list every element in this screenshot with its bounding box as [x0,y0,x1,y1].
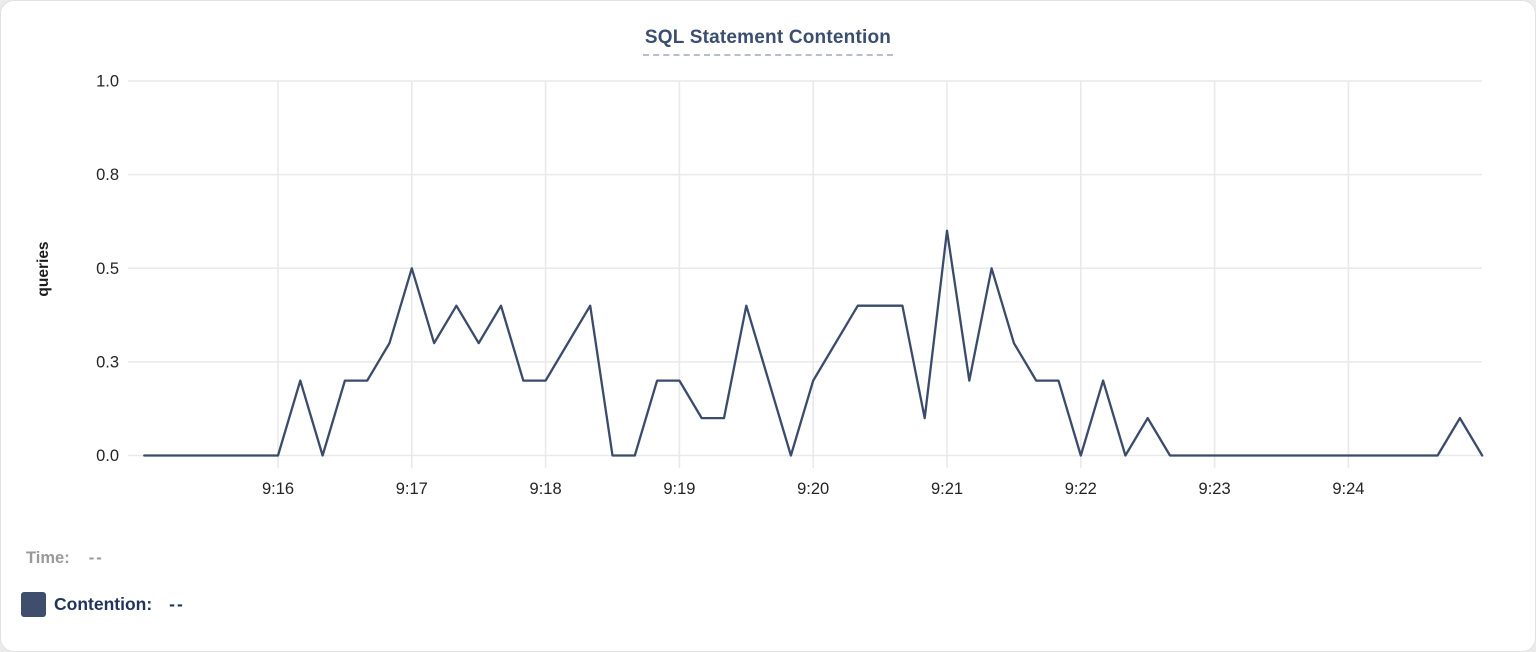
contention-readout-row: Contention: -- [21,592,185,617]
x-tick-label: 9:21 [931,480,963,498]
time-readout-row: Time: -- [26,549,104,568]
y-tick-label: 0.8 [96,166,119,184]
y-tick-label: 0.5 [96,260,119,278]
contention-series-swatch [21,592,46,617]
contention-label: Contention: [54,594,153,614]
vertical-gridlines [277,81,1350,468]
x-tick-label: 9:19 [663,480,695,498]
y-tick-label: 1.0 [96,73,119,91]
chart-title[interactable]: SQL Statement Contention [642,27,894,56]
x-tick-label: 9:23 [1199,480,1231,498]
contention-series-line [143,229,1484,457]
y-tick-label: 0.0 [96,447,119,465]
y-tick-label: 0.3 [96,353,119,371]
y-axis-label: queries [35,241,52,296]
x-tick-label: 9:16 [262,480,294,498]
x-tick-label: 9:22 [1065,480,1097,498]
x-tick-label: 9:24 [1332,480,1364,498]
chart-title-row: SQL Statement Contention [1,27,1535,56]
x-tick-label: 9:17 [396,480,428,498]
horizontal-gridlines [128,80,1482,457]
x-tick-label: 9:18 [530,480,562,498]
x-tick-label: 9:20 [797,480,829,498]
hover-readout: Time: -- Contention: -- [1,544,601,644]
contention-value: -- [169,594,185,614]
time-label: Time: [26,549,70,567]
time-value: -- [88,549,104,567]
